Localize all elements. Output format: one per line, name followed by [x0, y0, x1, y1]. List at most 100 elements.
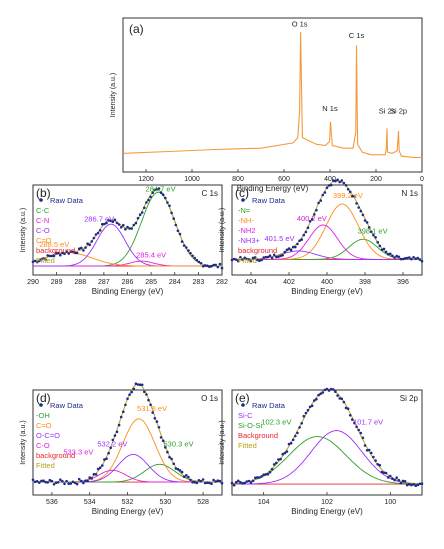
raw-data-point — [56, 481, 60, 484]
raw-data-point — [365, 221, 369, 224]
x-axis-label: Binding Energy (eV) — [92, 287, 164, 296]
raw-data-point — [416, 256, 420, 260]
raw-data-point — [315, 208, 318, 212]
raw-data-point — [264, 255, 268, 259]
raw-data-point — [253, 256, 257, 259]
raw-data-point — [170, 457, 173, 461]
raw-data-point — [151, 411, 154, 414]
raw-data-point — [283, 250, 287, 254]
raw-data-point — [185, 246, 188, 249]
raw-data-point — [84, 246, 87, 249]
raw-data-point — [145, 201, 148, 204]
x-tick-label: 289 — [51, 279, 63, 286]
raw-data-point — [408, 256, 411, 259]
raw-data-point — [266, 473, 270, 476]
raw-data-point — [69, 250, 73, 253]
x-tick-label: 534 — [84, 499, 96, 506]
raw-data-point — [346, 188, 350, 191]
raw-data-point — [168, 204, 171, 208]
raw-data-point — [416, 483, 420, 487]
peak-label: C 1s — [349, 31, 365, 40]
raw-data-point — [138, 213, 142, 216]
raw-data-point — [80, 246, 83, 250]
legend-entry: C-N — [36, 216, 49, 225]
raw-data-point — [105, 221, 108, 225]
raw-data-point — [298, 239, 301, 242]
raw-data-point — [42, 479, 45, 483]
raw-data-point — [255, 258, 259, 262]
raw-data-point — [342, 400, 346, 404]
raw-data-point — [313, 213, 316, 216]
raw-data-point — [174, 223, 178, 227]
raw-data-point — [405, 256, 409, 260]
raw-data-point — [348, 414, 352, 417]
raw-data-point — [159, 436, 163, 439]
raw-data-point — [101, 222, 104, 226]
raw-data-point — [391, 477, 394, 480]
raw-data-point — [210, 264, 213, 268]
raw-data-point — [372, 455, 375, 459]
x-axis-label: Binding Energy (eV) — [92, 507, 164, 516]
raw-data-point — [251, 256, 255, 260]
raw-data-point — [180, 470, 184, 474]
panel-label: (e) — [235, 391, 250, 405]
raw-data-point — [206, 264, 209, 268]
raw-data-point — [382, 471, 386, 475]
raw-data-point — [73, 251, 77, 255]
raw-data-point — [134, 382, 138, 386]
raw-data-point — [378, 244, 382, 248]
raw-data-point — [182, 475, 186, 479]
raw-data-point — [182, 244, 186, 247]
raw-data-point — [372, 233, 375, 237]
peak-position-label: 531.8 eV — [137, 404, 167, 413]
x-tick-label: 287 — [98, 279, 110, 286]
raw-data-point — [370, 451, 373, 455]
raw-data-point — [122, 223, 125, 227]
raw-data-point — [138, 383, 142, 387]
raw-data-point — [344, 184, 348, 187]
legend-marker-raw — [39, 403, 43, 407]
raw-data-point — [232, 483, 236, 487]
raw-data-point — [189, 478, 192, 482]
legend-entry: Raw Data — [252, 196, 286, 205]
x-tick-label: 104 — [258, 499, 270, 506]
raw-data-point — [122, 410, 125, 414]
raw-data-point — [90, 477, 94, 480]
raw-data-point — [336, 178, 339, 182]
raw-data-point — [140, 211, 144, 214]
legend-entry: C=O — [36, 236, 52, 245]
raw-data-point — [386, 252, 390, 256]
legend-marker-raw — [241, 198, 245, 202]
raw-data-point — [147, 398, 150, 402]
raw-data-point — [346, 407, 350, 411]
raw-data-point — [327, 184, 331, 187]
raw-data-point — [313, 399, 316, 402]
raw-data-point — [216, 265, 220, 269]
legend-marker-raw — [241, 403, 245, 407]
raw-data-point — [279, 254, 282, 258]
raw-data-point — [296, 431, 299, 435]
raw-data-point — [38, 481, 41, 484]
peak-position-label: 398.1 eV — [358, 226, 388, 235]
raw-data-point — [69, 482, 73, 485]
raw-data-point — [310, 218, 314, 221]
raw-data-point — [189, 251, 192, 255]
raw-data-point — [234, 258, 238, 261]
raw-data-point — [418, 258, 422, 261]
raw-data-point — [103, 222, 106, 226]
raw-data-point — [275, 255, 278, 259]
raw-data-point — [370, 230, 373, 234]
raw-data-point — [187, 249, 190, 252]
raw-data-point — [38, 259, 41, 263]
peak-position-label: 102.3 eV — [261, 418, 291, 427]
raw-data-point — [172, 462, 175, 466]
raw-data-point — [401, 257, 405, 261]
raw-data-point — [260, 475, 263, 478]
raw-data-point — [405, 483, 409, 487]
legend-entry: Fitted — [36, 461, 55, 470]
x-tick-label: 283 — [193, 279, 205, 286]
raw-data-point — [136, 383, 140, 386]
raw-data-point — [210, 482, 213, 486]
panel-b: 290 289 288 287 286 285 284 283 282 Binding Energ… — [20, 184, 228, 296]
raw-data-point — [351, 418, 354, 421]
